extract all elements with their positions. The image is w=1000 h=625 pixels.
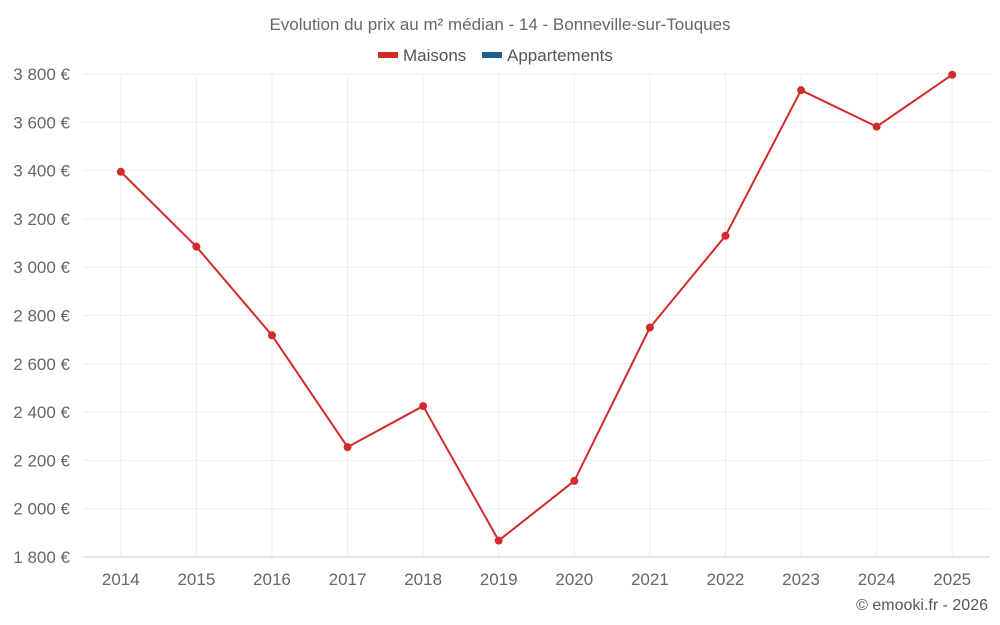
gridlines — [83, 73, 990, 557]
x-tick-label: 2018 — [404, 570, 442, 589]
x-tick-label: 2017 — [329, 570, 367, 589]
data-point-2020[interactable] — [570, 476, 579, 485]
data-point-2025[interactable] — [948, 70, 957, 79]
y-tick-label: 2 400 € — [13, 403, 70, 422]
data-point-2015[interactable] — [192, 242, 201, 251]
x-tick-label: 2022 — [707, 570, 745, 589]
chart-title: Evolution du prix au m² médian - 14 - Bo… — [269, 15, 730, 34]
x-axis-ticks: 2014 2015 2016 2017 2018 2019 2020 2021 2022 2023… — [102, 570, 971, 589]
x-tick-label: 2016 — [253, 570, 291, 589]
credit-text: © emooki.fr - 2026 — [856, 597, 988, 614]
data-point-2019[interactable] — [494, 536, 503, 545]
x-tick-label: 2019 — [480, 570, 518, 589]
y-tick-label: 2 600 € — [13, 355, 70, 374]
y-tick-label: 1 800 € — [13, 548, 70, 567]
y-tick-label: 2 800 € — [13, 307, 70, 326]
x-tick-label: 2023 — [782, 570, 820, 589]
x-tick-label: 2015 — [177, 570, 215, 589]
x-tick-label: 2020 — [555, 570, 593, 589]
data-point-2017[interactable] — [343, 443, 352, 452]
y-tick-label: 3 400 € — [13, 162, 70, 181]
data-point-2014[interactable] — [116, 167, 125, 176]
y-tick-label: 3 200 € — [13, 210, 70, 229]
data-point-2018[interactable] — [419, 402, 428, 411]
y-tick-label: 2 000 € — [13, 500, 70, 519]
data-point-2024[interactable] — [872, 122, 881, 131]
legend-swatch-appartements — [482, 52, 502, 58]
legend-label-appartements[interactable]: Appartements — [507, 46, 613, 65]
legend: Maisons Appartements — [378, 46, 613, 65]
x-tick-label: 2021 — [631, 570, 669, 589]
series-maisons — [116, 70, 957, 545]
y-tick-label: 3 000 € — [13, 258, 70, 277]
data-point-2021[interactable] — [645, 323, 654, 332]
y-tick-label: 3 600 € — [13, 113, 70, 132]
data-point-2022[interactable] — [721, 231, 730, 240]
data-point-2016[interactable] — [267, 331, 276, 340]
legend-label-maisons[interactable]: Maisons — [403, 46, 466, 65]
x-tick-label: 2025 — [933, 570, 971, 589]
series-line-maisons — [120, 73, 953, 542]
y-tick-label: 2 200 € — [13, 451, 70, 470]
legend-swatch-maisons — [378, 52, 398, 58]
x-tick-label: 2024 — [858, 570, 896, 589]
x-tick-label: 2014 — [102, 570, 140, 589]
y-tick-label: 3 800 € — [13, 65, 70, 84]
y-axis-ticks: 1 800 € 2 000 € 2 200 € 2 400 € 2 600 € 2 800… — [13, 65, 70, 567]
data-point-2023[interactable] — [797, 86, 806, 95]
